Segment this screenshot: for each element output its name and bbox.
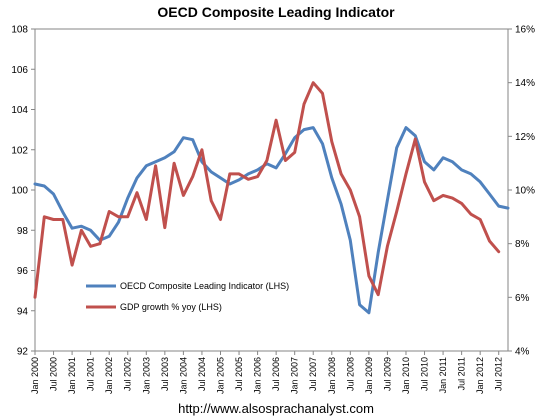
right-axis: 4% 6% 8% 10% 12% 14% 16% [508,25,535,358]
legend-label: OECD Composite Leading Indicator (LHS) [120,281,289,291]
left-tick-label: 98 [17,226,29,237]
right-tick-label: 16% [515,25,535,36]
left-tick-label: 92 [17,347,29,358]
plot-area [34,28,509,352]
series-line-gdp-growth [33,81,501,299]
left-tick-label: 96 [17,266,29,277]
right-tick-label: 14% [515,78,535,89]
series-line-oecd-cli [33,126,510,315]
chart-title: OECD Composite Leading Indicator [157,4,395,20]
x-tick-label: Jan 2007 [290,357,300,394]
right-tick-label: 6% [515,293,530,304]
x-tick-label: Jul 2000 [49,357,59,391]
legend-label: GDP growth % yoy (LHS) [120,302,222,312]
x-tick-label: Jan 2002 [104,357,114,394]
x-tick-label: Jul 2008 [345,357,355,391]
x-tick-label: Jan 2012 [475,357,485,394]
x-tick-label: Jan 2003 [141,357,151,394]
footer-url[interactable]: http://www.alsosprachanalyst.com [178,401,374,416]
x-tick-label: Jul 2011 [457,357,467,390]
x-tick-label: Jul 2004 [197,357,207,391]
x-tick-label: Jan 2009 [364,357,374,394]
x-tick-label: Jul 2009 [382,357,392,391]
x-tick-label: Jan 2011 [438,357,448,393]
legend: OECD Composite Leading Indicator (LHS) GD… [86,281,289,312]
x-tick-label: Jul 2002 [123,357,133,391]
left-tick-label: 108 [11,25,28,36]
x-tick-label: Jan 2001 [67,357,77,394]
left-tick-label: 100 [11,186,28,197]
x-tick-label: Jul 2006 [271,357,281,391]
right-tick-label: 12% [515,132,535,143]
x-tick-label: Jan 2000 [30,357,40,394]
left-tick-label: 94 [17,306,29,317]
x-tick-label: Jan 2006 [253,357,263,394]
x-tick-label: Jan 2005 [215,357,225,394]
x-tick-label: Jan 2008 [327,357,337,394]
left-tick-label: 106 [11,65,28,76]
x-axis: Jan 2000 Jul 2000 Jan 2001 Jul 2001 Jan 2002… [30,351,504,394]
left-tick-label: 102 [11,145,28,156]
x-tick-label: Jan 2010 [401,357,411,394]
left-tick-label: 104 [11,105,28,116]
x-tick-label: Jan 2004 [178,357,188,394]
right-tick-label: 10% [515,186,535,197]
x-tick-label: Jul 2003 [160,357,170,391]
x-tick-label: Jul 2010 [420,357,430,391]
x-tick-label: Jul 2001 [86,357,96,391]
right-tick-label: 8% [515,239,530,250]
series-lines [33,81,510,315]
x-tick-label: Jul 2012 [494,357,504,391]
x-tick-label: Jul 2007 [308,357,318,391]
x-tick-label: Jul 2005 [234,357,244,391]
right-tick-label: 4% [515,347,530,358]
left-axis: 92 94 96 98 100 102 104 106 108 [11,25,35,358]
